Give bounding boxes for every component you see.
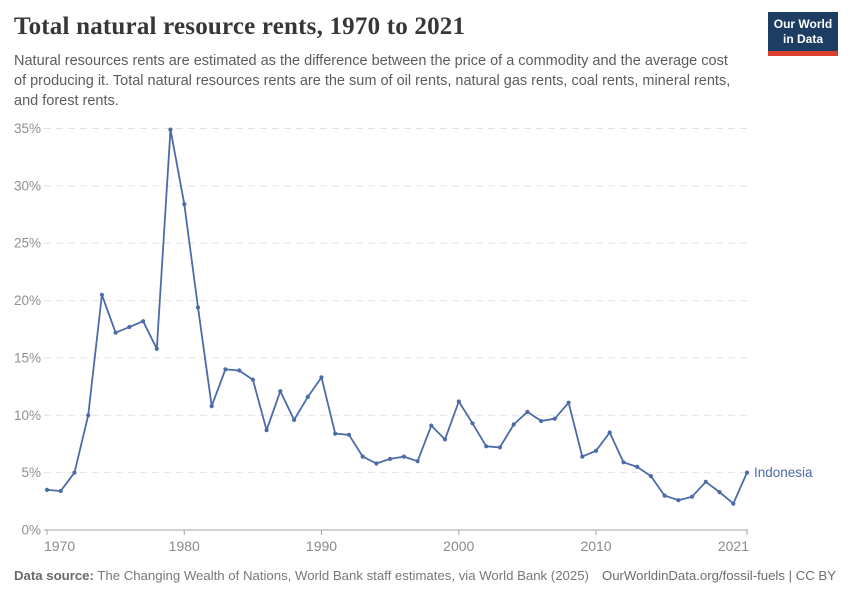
data-source: Data source: The Changing Wealth of Nati… — [14, 568, 589, 583]
page-title: Total natural resource rents, 1970 to 20… — [14, 13, 466, 40]
y-tick-label: 0% — [21, 523, 41, 538]
data-point[interactable] — [237, 368, 242, 373]
data-point[interactable] — [72, 470, 77, 475]
data-point[interactable] — [319, 375, 324, 380]
data-point[interactable] — [607, 430, 612, 435]
data-line-indonesia[interactable] — [46, 128, 748, 505]
data-point[interactable] — [635, 464, 640, 469]
data-point[interactable] — [648, 474, 654, 479]
owid-logo-line2: in Data — [782, 32, 823, 46]
data-point[interactable] — [662, 493, 667, 498]
data-point[interactable] — [497, 445, 502, 450]
x-tick-label: 2010 — [580, 538, 611, 554]
x-tick-label: 2021 — [718, 538, 749, 554]
y-tick-label: 30% — [14, 178, 41, 193]
data-point[interactable] — [525, 409, 530, 414]
data-point[interactable] — [58, 488, 63, 494]
y-tick-label: 5% — [21, 465, 41, 480]
data-point[interactable] — [305, 394, 310, 399]
data-point[interactable] — [346, 432, 352, 437]
data-point[interactable] — [539, 418, 544, 424]
data-point[interactable] — [141, 319, 146, 324]
owid-logo-line1: Our World — [773, 17, 833, 31]
data-point[interactable] — [360, 454, 365, 459]
data-point[interactable] — [552, 416, 557, 421]
license-link[interactable]: OurWorldinData.org/fossil-fuels | CC BY — [601, 568, 836, 583]
data-point[interactable] — [593, 448, 599, 453]
chart-subtitle: Natural resources rents are estimated as… — [14, 53, 731, 109]
data-point[interactable] — [566, 400, 571, 405]
data-point[interactable] — [731, 501, 736, 506]
data-point[interactable] — [580, 454, 585, 459]
data-point[interactable] — [470, 421, 475, 426]
data-point[interactable] — [99, 292, 104, 297]
data-point[interactable] — [278, 389, 283, 394]
data-point[interactable] — [511, 422, 516, 427]
data-point[interactable] — [484, 444, 489, 449]
owid-logo: Our World in Data — [768, 12, 838, 56]
data-point[interactable] — [690, 494, 695, 499]
data-point[interactable] — [209, 404, 214, 409]
data-point[interactable] — [388, 456, 393, 461]
data-point[interactable] — [195, 305, 201, 310]
data-point[interactable] — [44, 487, 50, 492]
data-point[interactable] — [264, 428, 269, 433]
data-source-text: The Changing Wealth of Nations, World Ba… — [93, 568, 589, 583]
data-point[interactable] — [415, 459, 420, 464]
y-tick-label: 20% — [14, 293, 41, 308]
data-point[interactable] — [744, 470, 750, 475]
x-tick-label: 1970 — [44, 538, 75, 554]
y-tick-label: 10% — [14, 408, 41, 423]
data-point[interactable] — [374, 461, 379, 466]
data-point[interactable] — [182, 202, 187, 207]
data-point[interactable] — [703, 479, 708, 484]
data-point[interactable] — [621, 460, 626, 465]
chart-footer: Data source: The Changing Wealth of Nati… — [14, 568, 836, 583]
data-point[interactable] — [456, 399, 461, 404]
y-tick-label: 35% — [14, 121, 41, 136]
data-point[interactable] — [429, 423, 434, 428]
data-source-label: Data source: — [14, 568, 94, 583]
x-tick-label: 1980 — [169, 538, 200, 554]
data-point[interactable] — [401, 454, 406, 459]
data-point[interactable] — [223, 367, 228, 372]
y-tick-label: 15% — [14, 350, 41, 365]
data-point[interactable] — [113, 330, 118, 335]
y-tick-label: 25% — [14, 236, 41, 251]
x-tick-label: 1990 — [306, 538, 337, 554]
entity-label[interactable]: Indonesia — [754, 465, 813, 480]
data-point[interactable] — [676, 498, 681, 503]
x-tick-label: 2000 — [443, 538, 474, 554]
data-point[interactable] — [442, 437, 448, 442]
data-point[interactable] — [250, 377, 255, 382]
data-point[interactable] — [168, 127, 173, 132]
data-point[interactable] — [154, 346, 159, 351]
data-point[interactable] — [127, 324, 132, 330]
data-point[interactable] — [717, 490, 722, 495]
data-point[interactable] — [292, 417, 297, 422]
data-point[interactable] — [333, 431, 338, 436]
data-point[interactable] — [86, 413, 91, 418]
